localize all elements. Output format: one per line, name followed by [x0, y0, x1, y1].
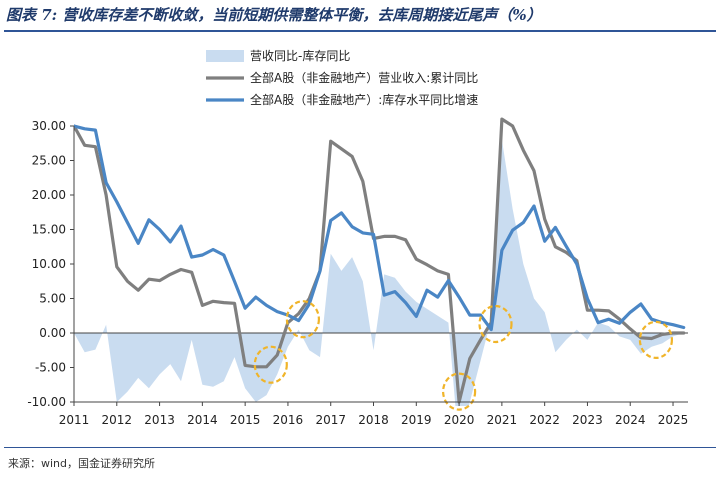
y-tick-label: 30.00 [32, 119, 66, 133]
x-tick-label: 2017 [315, 413, 346, 427]
y-tick-label: 10.00 [32, 257, 66, 271]
x-tick-label: 2024 [615, 413, 646, 427]
annotation-circle-2 [442, 372, 477, 411]
y-tick-label: 5.00 [39, 292, 66, 306]
annotation-circle-4 [638, 320, 674, 359]
y-tick-label: -10.00 [27, 395, 66, 409]
legend-group: 营收同比-库存同比全部A股（非金融地产）营业收入:累计同比全部A股（非金融地产）… [206, 48, 478, 107]
annotation-circle-0 [253, 345, 288, 384]
y-tick-label: 0.00 [39, 326, 66, 340]
title-divider [4, 30, 716, 32]
x-tick-label: 2025 [658, 413, 689, 427]
source-note: 来源：wind，国金证券研究所 [8, 457, 156, 470]
x-tick-label: 2011 [59, 413, 90, 427]
axes-group: 30.00 25.00 20.00 15.00 10.00 5.00 0.00 -5.00 -1… [27, 119, 688, 427]
x-tick-label: 2012 [102, 413, 133, 427]
x-tick-label: 2015 [230, 413, 261, 427]
footer-divider [4, 447, 716, 448]
x-tick-label: 2013 [144, 413, 175, 427]
x-tick-label: 2018 [358, 413, 389, 427]
x-tick-label: 2023 [572, 413, 603, 427]
x-tick-label: 2020 [444, 413, 475, 427]
area-series-0 [74, 139, 684, 406]
x-tick-label: 2021 [487, 413, 518, 427]
figure-title: 图表 7: 营收库存差不断收敛，当前短期供需整体平衡，去库周期接近尾声（%） [6, 6, 542, 24]
x-tick-label: 2014 [187, 413, 218, 427]
line-series-group [74, 117, 686, 404]
legend-label-1: 全部A股（非金融地产）营业收入:累计同比 [250, 70, 478, 85]
legend-label-2: 全部A股（非金融地产）:库存水平同比增速 [250, 92, 478, 107]
x-tick-label: 2016 [273, 413, 304, 427]
y-tick-label: 25.00 [32, 154, 66, 168]
y-tick-label: 15.00 [32, 223, 66, 237]
annotation-circle-3 [478, 304, 513, 344]
line-series-2 [74, 124, 686, 332]
area-series-group [74, 139, 684, 406]
legend-swatch-0 [206, 50, 244, 62]
y-tick-label: -5.00 [35, 361, 66, 375]
x-tick-label: 2022 [529, 413, 560, 427]
x-tick-label: 2019 [401, 413, 432, 427]
annotation-circle-1 [285, 300, 320, 339]
y-tick-label: 20.00 [32, 188, 66, 202]
annotation-group [253, 300, 674, 411]
legend-label-0: 营收同比-库存同比 [250, 48, 350, 63]
